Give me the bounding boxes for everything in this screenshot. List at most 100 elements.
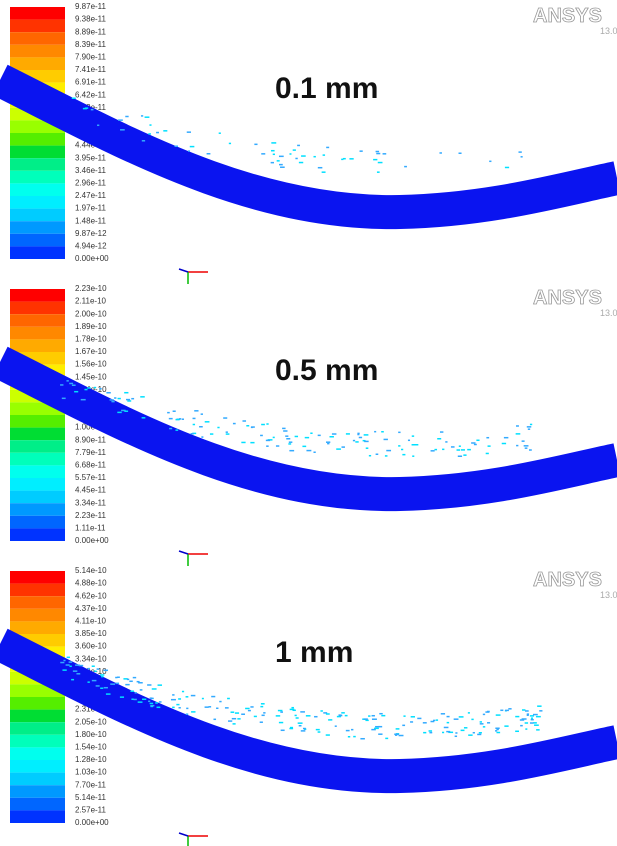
speckle [270, 149, 275, 152]
speckle [530, 718, 534, 721]
speckle [194, 410, 199, 412]
speckle [381, 431, 384, 433]
speckle [429, 731, 433, 734]
speckle [66, 656, 70, 659]
speckle [223, 417, 228, 419]
speckle [445, 441, 448, 443]
speckle [298, 724, 302, 727]
speckle [170, 698, 176, 701]
speckle [302, 727, 306, 730]
legend-swatch [10, 326, 65, 340]
speckle [93, 386, 97, 389]
speckle [395, 728, 400, 730]
speckle [460, 449, 465, 451]
legend-swatch [10, 133, 65, 146]
panel-title: 0.1 mm [275, 72, 378, 105]
legend-swatch [10, 528, 65, 541]
legend-swatch [10, 208, 65, 222]
speckle [378, 725, 383, 728]
speckle [363, 434, 369, 436]
speckle [140, 115, 144, 117]
legend-swatch [10, 596, 65, 609]
speckle [521, 440, 525, 442]
speckle [139, 689, 143, 691]
speckle [434, 448, 438, 451]
speckle [179, 418, 182, 420]
panel: 9.87e-11 9.38e-11 8.89e-11 8.39e-11 7.90e-11… [0, 2, 617, 284]
speckle [115, 676, 118, 679]
legend-label: 3.34e-11 [75, 498, 107, 507]
legend-swatch [10, 478, 65, 491]
speckle [378, 733, 383, 735]
speckle [527, 428, 531, 430]
speckle [142, 698, 147, 701]
speckle [467, 712, 470, 714]
speckle [430, 720, 435, 723]
speckle [288, 443, 292, 445]
speckle [181, 690, 185, 693]
speckle [266, 423, 269, 425]
speckle [298, 161, 304, 164]
speckle [105, 693, 111, 695]
speckle [317, 731, 321, 733]
speckle [457, 455, 463, 457]
speckle [385, 737, 389, 740]
speckle [486, 710, 490, 713]
speckle [172, 706, 175, 709]
speckle [72, 670, 78, 672]
speckle [430, 450, 435, 452]
speckle [144, 116, 150, 118]
speckle [357, 432, 360, 435]
speckle [100, 687, 104, 689]
speckle [91, 665, 95, 667]
legend-swatch [10, 772, 65, 786]
speckle [328, 719, 333, 721]
speckle [486, 436, 490, 439]
legend-label: 2.31e-10 [75, 705, 107, 714]
triad-z [178, 832, 189, 837]
speckle [533, 722, 537, 724]
speckle [106, 391, 111, 394]
speckle [520, 724, 523, 727]
speckle [525, 728, 528, 730]
speckle [304, 436, 310, 439]
speckle [518, 151, 522, 153]
legend-swatch [10, 571, 65, 584]
speckle [266, 445, 269, 447]
legend-label: 1.97e-11 [75, 204, 107, 213]
speckle [250, 441, 255, 444]
speckle [69, 382, 74, 385]
speckle [140, 396, 145, 398]
legend-label: 3.46e-11 [75, 166, 107, 175]
speckle [260, 434, 263, 437]
speckle [111, 400, 115, 403]
speckle [398, 445, 401, 447]
speckle [87, 667, 90, 670]
speckle [334, 725, 337, 727]
speckle [186, 131, 191, 133]
speckle [282, 427, 286, 430]
speckle [351, 728, 354, 731]
speckle [175, 429, 179, 431]
speckle [402, 453, 406, 456]
speckle [364, 440, 369, 443]
legend-label: 2.11e-10 [75, 297, 107, 306]
speckle [472, 731, 475, 734]
speckle [327, 442, 330, 445]
speckle [402, 724, 406, 727]
speckle [485, 452, 489, 455]
speckle [336, 715, 342, 718]
speckle [119, 696, 125, 698]
speckle [371, 714, 375, 717]
legend-swatch [10, 515, 65, 529]
speckle [534, 724, 539, 726]
speckle [253, 715, 257, 718]
speckle [345, 433, 350, 435]
speckle [279, 163, 283, 166]
speckle [209, 433, 214, 435]
speckle [110, 683, 116, 685]
speckle [349, 158, 354, 160]
speckle [477, 733, 482, 736]
legend-swatch [10, 440, 65, 453]
speckle [156, 706, 161, 709]
